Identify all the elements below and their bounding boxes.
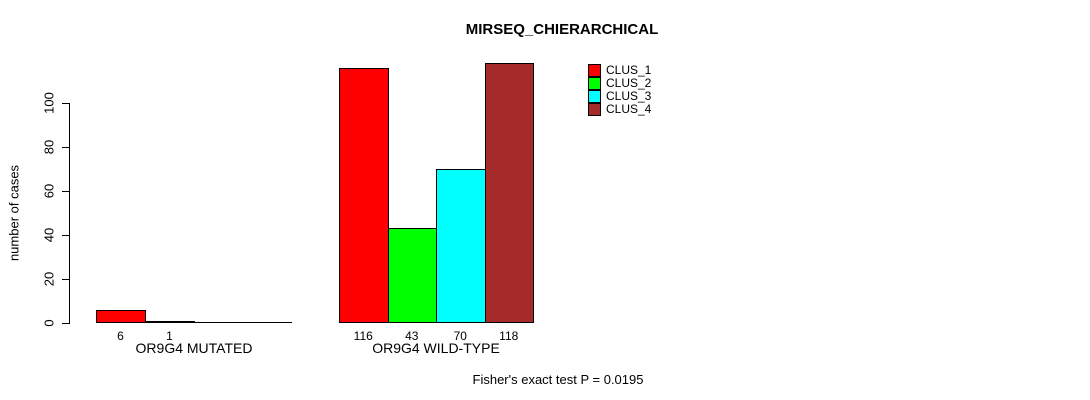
y-tick-label-100: 100 (41, 92, 57, 114)
chart-title: MIRSEQ_CHIERARCHICAL (465, 21, 659, 38)
y-tick-label-60: 60 (41, 183, 57, 199)
group-label-or9g4-wild-type: OR9G4 WILD-TYPE (372, 340, 500, 356)
bar-value-label-clus_2-or9g4-mutated: 1 (166, 329, 173, 343)
bar-value-label-clus_4-or9g4-wild-type: 118 (499, 329, 519, 343)
legend-swatch-clus_1 (588, 64, 601, 77)
legend-item-clus_3: CLUS_3 (588, 90, 651, 103)
y-axis-title: number of cases (6, 164, 22, 262)
bar-clus_1-or9g4-wild-type (339, 68, 389, 323)
bar-value-label-clus_2-or9g4-wild-type: 43 (405, 329, 419, 343)
y-tick-mark-0 (62, 322, 69, 324)
y-tick-mark-80 (62, 146, 69, 148)
legend-label-clus_1: CLUS_1 (606, 63, 652, 77)
legend: CLUS_1 CLUS_2 CLUS_3 CLUS_4 (588, 64, 651, 116)
group-label-or9g4-mutated: OR9G4 MUTATED (135, 340, 253, 356)
legend-item-clus_1: CLUS_1 (588, 64, 651, 77)
bar-clus_3-or9g4-wild-type (436, 169, 486, 323)
legend-swatch-clus_4 (588, 103, 601, 116)
legend-swatch-clus_3 (588, 90, 601, 103)
legend-label-clus_4: CLUS_4 (606, 102, 652, 116)
y-tick-label-40: 40 (41, 227, 57, 243)
y-tick-mark-20 (62, 278, 69, 280)
bar-clus_2-or9g4-wild-type (387, 228, 437, 323)
bar-value-label-clus_1-or9g4-mutated: 6 (117, 329, 124, 343)
y-tick-mark-40 (62, 234, 69, 236)
y-tick-label-20: 20 (41, 271, 57, 287)
footer-note: Fisher's exact test P = 0.0195 (472, 372, 644, 387)
legend-swatch-clus_2 (588, 77, 601, 90)
y-axis-line (69, 103, 70, 324)
y-tick-mark-100 (62, 102, 69, 104)
bar-clus_2-or9g4-mutated (145, 321, 195, 323)
legend-label-clus_3: CLUS_3 (606, 89, 652, 103)
y-tick-mark-60 (62, 190, 69, 192)
bar-value-label-clus_1-or9g4-wild-type: 116 (353, 329, 373, 343)
legend-item-clus_2: CLUS_2 (588, 77, 651, 90)
bar-value-label-clus_3-or9g4-wild-type: 70 (453, 329, 467, 343)
legend-item-clus_4: CLUS_4 (588, 103, 651, 116)
y-tick-label-80: 80 (41, 139, 57, 155)
y-tick-label-0: 0 (41, 319, 57, 327)
bar-clus_1-or9g4-mutated (96, 310, 146, 323)
bar-clus_4-or9g4-wild-type (484, 63, 534, 323)
legend-label-clus_2: CLUS_2 (606, 76, 652, 90)
